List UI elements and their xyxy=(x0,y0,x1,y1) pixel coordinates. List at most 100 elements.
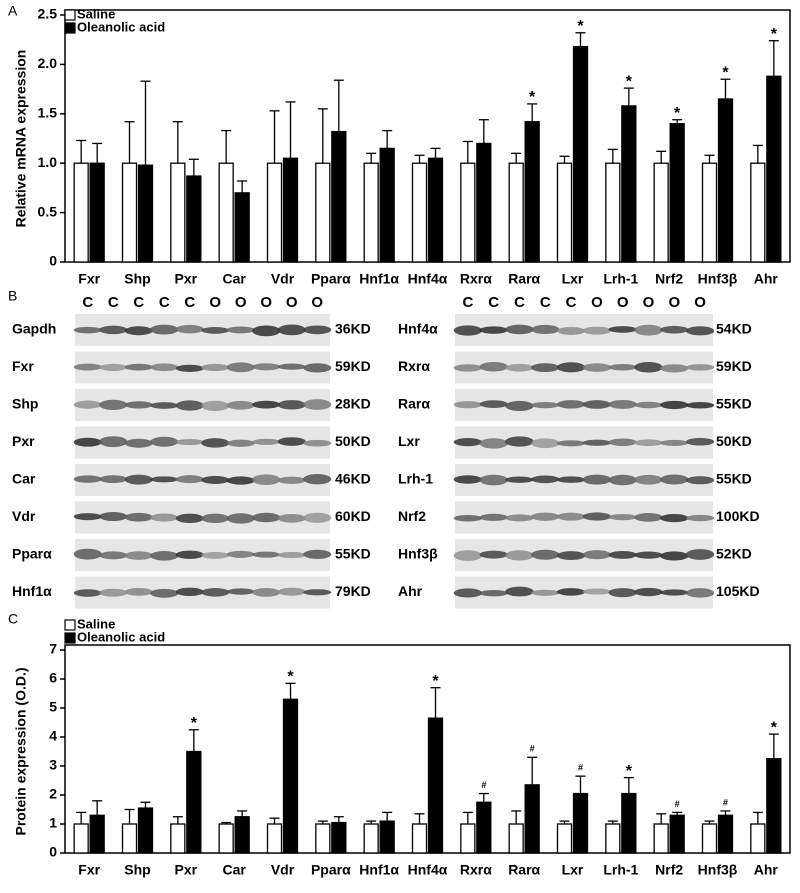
blot-band xyxy=(150,513,179,522)
protein-name: Hnf3β xyxy=(398,546,438,562)
bar xyxy=(137,164,154,263)
blot-band xyxy=(531,589,560,596)
blot-band xyxy=(453,401,483,409)
blot-band xyxy=(201,363,230,372)
blot-band xyxy=(226,439,255,447)
y-tick-label: 2.0 xyxy=(38,55,58,71)
legend-swatch xyxy=(64,632,76,644)
blot-band xyxy=(531,512,560,521)
blot-band xyxy=(453,475,483,484)
x-tick-label: Fxr xyxy=(78,862,100,878)
blot-band xyxy=(303,363,332,373)
blot-band xyxy=(150,436,179,447)
blot-band xyxy=(582,363,612,372)
blot-band xyxy=(505,400,534,411)
plot-frame xyxy=(64,9,791,263)
significance-mark: # xyxy=(578,763,583,773)
bar xyxy=(73,162,89,263)
y-tick-label: 1.5 xyxy=(38,105,58,121)
x-tick-label: Fxr xyxy=(78,271,100,287)
blot-band xyxy=(660,551,689,561)
bar xyxy=(766,758,782,854)
blot-band xyxy=(73,363,102,371)
bar xyxy=(476,801,492,854)
significance-mark: * xyxy=(191,715,198,732)
bar xyxy=(411,823,428,854)
bar xyxy=(234,192,250,263)
blot-band xyxy=(175,324,204,334)
significance-mark: * xyxy=(626,73,633,90)
blot-band xyxy=(201,438,230,448)
blot-band xyxy=(453,364,483,372)
blot-band xyxy=(150,476,179,483)
protein-name: Ahr xyxy=(398,583,423,599)
blot-band xyxy=(660,439,689,446)
blot-band xyxy=(99,363,128,371)
y-tick-label: 5 xyxy=(49,699,57,715)
blot-band xyxy=(226,550,255,558)
lane-label: C xyxy=(462,294,473,311)
blot-band xyxy=(608,438,637,446)
blot-band xyxy=(479,400,508,408)
significance-mark: * xyxy=(577,18,584,35)
bar xyxy=(315,162,331,263)
lane-label: C xyxy=(488,294,499,311)
blot-band xyxy=(252,474,281,486)
band-size: 105KD xyxy=(716,583,760,599)
blot-band xyxy=(226,588,255,595)
bar xyxy=(89,162,105,263)
y-tick-label: 4 xyxy=(49,728,57,744)
blot-band xyxy=(277,324,306,336)
blot-band xyxy=(608,550,637,559)
bar xyxy=(621,105,637,263)
x-tick-label: Vdr xyxy=(271,271,295,287)
blot-band xyxy=(226,476,255,485)
bar xyxy=(186,750,202,854)
lane-label: C xyxy=(540,294,551,311)
bar xyxy=(121,823,138,854)
blot-band xyxy=(303,549,332,560)
blot-band xyxy=(99,325,128,335)
blot-band xyxy=(453,550,483,561)
blot-band xyxy=(660,400,689,410)
blot-band xyxy=(556,440,586,447)
bar xyxy=(234,816,250,854)
bar xyxy=(460,162,476,263)
blot-band xyxy=(582,400,612,409)
protein-name: Vdr xyxy=(12,508,36,524)
bar xyxy=(766,75,782,263)
blot-band xyxy=(685,549,715,560)
bar xyxy=(427,157,444,263)
blot-band xyxy=(479,474,508,486)
blot-band xyxy=(277,400,306,410)
blot-band xyxy=(124,326,153,336)
y-tick-label: 2.5 xyxy=(38,6,58,22)
blot-band xyxy=(634,474,663,485)
significance-mark: # xyxy=(530,744,535,754)
bar xyxy=(411,162,428,263)
blot-band xyxy=(124,438,153,448)
blot-band xyxy=(556,476,586,483)
significance-mark: # xyxy=(675,799,680,809)
blot-band xyxy=(634,324,663,336)
lane-label: C xyxy=(108,294,119,311)
bar xyxy=(556,162,573,263)
band-size: 46KD xyxy=(335,471,371,487)
protein-name: Car xyxy=(12,471,36,487)
blot-band xyxy=(634,439,663,447)
blot-band xyxy=(99,475,128,484)
bar xyxy=(701,823,718,854)
lane-label: O xyxy=(260,294,272,311)
bar xyxy=(605,823,621,854)
blot-band xyxy=(582,326,612,335)
lane-label: O xyxy=(311,294,323,311)
significance-mark: * xyxy=(626,763,633,780)
legend-swatch xyxy=(64,619,76,631)
x-tick-label: Pxr xyxy=(175,271,198,287)
blot-band xyxy=(685,437,715,446)
bar xyxy=(89,814,105,854)
bar xyxy=(508,823,524,854)
blot-band xyxy=(277,551,306,559)
blot-band xyxy=(531,324,560,335)
